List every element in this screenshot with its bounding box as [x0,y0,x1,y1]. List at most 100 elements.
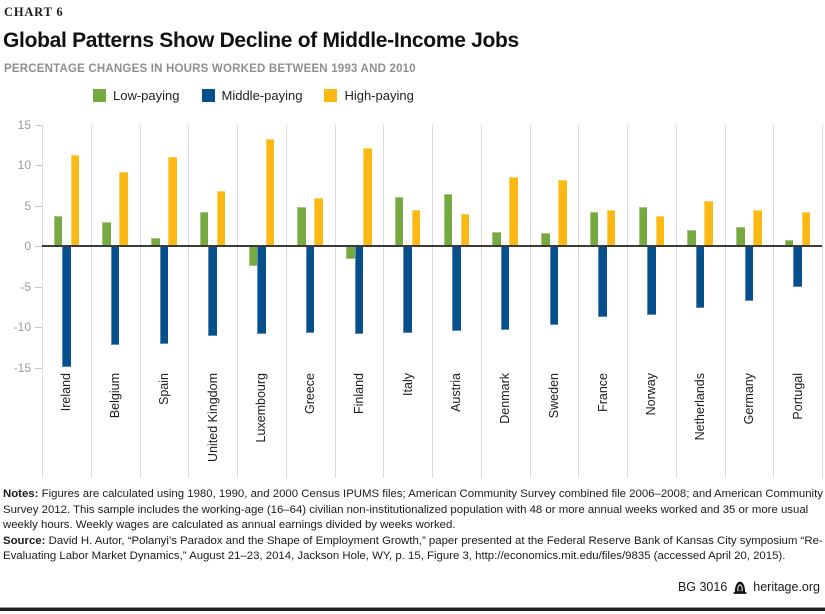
bar-spain-middle-paying [159,247,169,345]
gridline [432,125,433,478]
bar-sweden-high-paying [558,180,567,246]
chart-subtitle: PERCENTAGE CHANGES IN HOURS WORKED BETWE… [4,63,416,75]
y-axis-tick-mark [35,286,42,288]
source-paragraph: Source: David H. Autor, “Polanyi’s Parad… [3,534,823,565]
bar-austria-high-paying [460,213,470,246]
bar-belgium-low-paying [102,221,111,246]
y-axis-tick-label: -5 [20,279,31,294]
gridline [529,125,531,478]
bar-united-kingdom-middle-paying [208,247,217,337]
bar-germany-middle-paying [744,247,754,302]
bar-portugal-high-paying [801,211,811,246]
source-text: David H. Autor, “Polanyi’s Paradox and t… [3,534,823,563]
bar-finland-middle-paying [354,247,364,334]
heritage-bell-tower-icon [733,581,747,594]
notes-block: Notes: Figures are calculated using 1980… [3,487,823,565]
bar-finland-high-paying [363,147,372,246]
notes-paragraph: Notes: Figures are calculated using 1980… [3,487,823,534]
y-axis-tick-label: -15 [13,360,31,375]
x-axis-category-label: Portugal [790,373,805,420]
bar-austria-low-paying [443,194,453,246]
bar-netherlands-high-paying [704,200,713,246]
bar-france-low-paying [589,211,599,246]
legend-item-high-paying: High-paying [324,88,414,103]
y-axis-tick-label: 5 [24,198,31,213]
bar-sweden-middle-paying [549,247,559,325]
y-axis-tick-mark [35,327,42,328]
x-axis-category-label: Austria [449,373,464,412]
x-axis-category-label: Norway [644,373,659,416]
y-axis-tick-mark [35,367,42,369]
bar-norway-high-paying [655,216,665,246]
bar-netherlands-middle-paying [695,247,705,308]
bar-sweden-low-paying [541,233,550,246]
legend-swatch-low-paying [93,89,106,102]
chart-legend: Low-paying Middle-paying High-paying [93,88,414,103]
x-axis-category-label: Sweden [546,373,561,419]
bar-france-high-paying [606,210,616,246]
gridline [90,125,92,478]
source-label: Source: [3,534,46,547]
legend-swatch-middle-paying [201,89,215,102]
gridline [237,125,238,478]
y-axis-tick-label: -10 [13,320,31,334]
x-axis-category-label: Denmark [498,373,513,424]
x-axis-category-label: Spain [156,373,171,405]
y-axis-tick-mark [35,246,42,247]
gridline [822,125,823,478]
gridline [675,125,677,478]
bar-denmark-high-paying [509,177,518,246]
bar-spain-low-paying [151,237,160,246]
gridline [334,125,336,478]
notes-label: Notes: [3,488,39,500]
bar-germany-low-paying [736,227,745,246]
page-title: Global Patterns Show Decline of Middle-I… [3,29,519,52]
x-axis-category-label: France [595,373,610,412]
legend-label: Low-paying [113,88,180,103]
y-axis-tick-label: 15 [17,117,31,132]
bar-denmark-low-paying [492,232,501,246]
bar-portugal-middle-paying [793,247,802,287]
bar-ireland-high-paying [70,155,80,246]
gridline [42,125,43,478]
bar-greece-middle-paying [305,247,315,333]
x-axis-category-label: Germany [741,373,756,425]
legend-item-middle-paying: Middle-paying [201,88,303,103]
gridline [383,125,385,478]
bar-belgium-high-paying [119,172,128,246]
bar-italy-high-paying [411,210,421,246]
bar-spain-high-paying [168,156,177,246]
x-axis-category-label: Italy [400,373,415,396]
x-axis-category-label: Luxembourg [254,373,269,443]
gridline [480,125,482,478]
bar-portugal-low-paying [784,240,794,246]
bar-germany-high-paying [753,209,762,246]
site-url[interactable]: heritage.org [753,580,820,594]
bar-italy-middle-paying [403,247,412,333]
bar-norway-low-paying [638,207,648,246]
bar-austria-middle-paying [452,247,461,332]
bar-ireland-middle-paying [62,247,71,367]
bar-greece-low-paying [297,207,306,246]
bottom-divider [0,607,825,611]
gridline [578,125,580,478]
x-axis-category-label: Netherlands [693,373,708,441]
bar-greece-high-paying [314,198,323,246]
legend-label: Middle-paying [221,88,303,103]
y-axis-tick-label: 10 [17,158,31,172]
bar-luxembourg-middle-paying [257,247,266,335]
bar-united-kingdom-high-paying [216,190,226,246]
y-axis-tick-mark [35,165,42,166]
notes-text: Figures are calculated using 1980, 1990,… [3,488,823,532]
y-axis-tick-label: 0 [24,239,31,253]
bar-luxembourg-low-paying [248,247,258,267]
bar-united-kingdom-low-paying [199,211,209,246]
x-axis-category-label: Greece [303,373,318,414]
bar-italy-low-paying [394,196,404,246]
gridline [139,125,141,478]
bar-finland-low-paying [346,247,355,260]
doc-id: BG 3016 [677,580,728,594]
gridline [285,125,287,478]
zero-axis-line [42,245,822,247]
x-axis-category-label: Finland [351,373,366,414]
